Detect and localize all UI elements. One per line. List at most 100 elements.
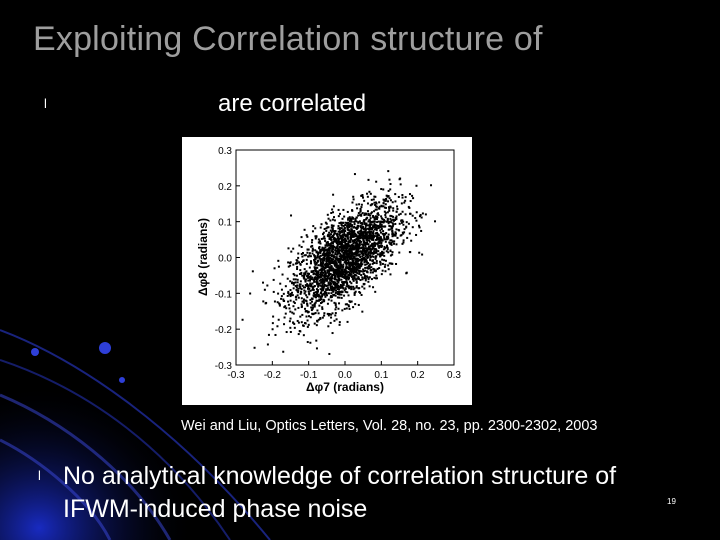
- scatter-point: [342, 221, 345, 224]
- scatter-point: [329, 237, 332, 240]
- scatter-point: [304, 271, 307, 274]
- scatter-point: [381, 253, 384, 256]
- scatter-point: [371, 271, 374, 274]
- scatter-point: [378, 244, 381, 247]
- scatter-point: [387, 264, 390, 267]
- scatter-point: [365, 233, 368, 236]
- scatter-point: [347, 304, 350, 307]
- scatter-point: [316, 292, 319, 295]
- scatter-point: [249, 292, 252, 295]
- scatter-point: [351, 209, 354, 212]
- scatter-point: [306, 275, 309, 278]
- scatter-point: [362, 220, 365, 223]
- scatter-point: [370, 221, 373, 224]
- scatter-point: [330, 226, 333, 229]
- scatter-point: [306, 251, 309, 254]
- scatter-point: [342, 233, 345, 236]
- scatter-point: [331, 332, 334, 335]
- scatter-point: [327, 325, 330, 328]
- scatter-point: [384, 233, 387, 236]
- bullet-1-text: are correlated: [218, 90, 367, 117]
- scatter-point: [326, 244, 329, 247]
- scatter-point: [360, 261, 363, 264]
- scatter-point: [307, 279, 310, 282]
- scatter-point: [310, 300, 313, 303]
- scatter-point: [315, 291, 318, 294]
- scatter-point: [319, 258, 322, 261]
- scatter-point: [332, 193, 335, 196]
- scatter-point: [289, 295, 292, 298]
- scatter-point: [411, 226, 414, 229]
- scatter-point: [357, 221, 360, 224]
- scatter-point: [405, 221, 408, 224]
- y-tick-label: -0.3: [215, 361, 233, 372]
- scatter-point: [379, 222, 382, 225]
- scatter-point: [346, 281, 349, 284]
- scatter-point: [362, 231, 365, 234]
- scatter-point: [351, 252, 354, 255]
- scatter-point: [382, 188, 385, 191]
- scatter-point: [328, 272, 331, 275]
- scatter-point: [361, 253, 364, 256]
- scatter-point: [329, 321, 332, 324]
- scatter-point: [383, 236, 386, 239]
- scatter-point: [346, 262, 349, 265]
- scatter-point: [380, 223, 383, 226]
- scatter-point: [395, 228, 398, 231]
- scatter-point: [290, 214, 293, 217]
- scatter-point: [353, 233, 356, 236]
- scatter-point: [374, 208, 377, 211]
- scatter-point: [300, 303, 303, 306]
- scatter-point: [358, 242, 361, 245]
- scatter-point: [376, 236, 379, 239]
- scatter-point: [362, 273, 365, 276]
- scatter-point: [344, 303, 347, 306]
- scatter-point: [321, 288, 324, 291]
- scatter-point: [335, 268, 338, 271]
- scatter-point: [302, 259, 305, 262]
- scatter-point: [363, 214, 366, 217]
- scatter-point: [352, 259, 355, 262]
- scatter-point: [373, 216, 376, 219]
- scatter-point: [363, 227, 366, 230]
- scatter-point: [304, 284, 307, 287]
- scatter-point: [386, 211, 389, 214]
- scatter-point: [354, 244, 357, 247]
- scatter-point: [282, 292, 285, 295]
- scatter-point: [314, 294, 317, 297]
- scatter-point: [351, 229, 354, 232]
- scatter-point: [387, 221, 390, 224]
- scatter-point: [377, 238, 380, 241]
- scatter-point: [375, 205, 378, 208]
- scatter-point: [337, 284, 340, 287]
- scatter-point: [325, 252, 328, 255]
- scatter-point: [298, 283, 301, 286]
- scatter-point: [355, 249, 358, 252]
- scatter-point: [308, 272, 311, 275]
- scatter-point: [313, 295, 316, 298]
- scatter-point: [324, 272, 327, 275]
- scatter-point: [336, 234, 339, 237]
- scatter-point: [320, 295, 323, 298]
- scatter-point: [367, 253, 370, 256]
- scatter-point: [351, 257, 354, 260]
- scatter-point: [372, 236, 375, 239]
- scatter-point: [392, 215, 395, 218]
- scatter-point: [366, 239, 369, 242]
- scatter-point: [326, 248, 329, 251]
- scatter-point: [350, 255, 353, 258]
- scatter-point: [324, 254, 327, 257]
- scatter-point: [355, 246, 358, 249]
- scatter-point: [330, 250, 333, 253]
- scatter-point: [324, 295, 327, 298]
- scatter-point: [339, 283, 342, 286]
- scatter-point: [360, 293, 363, 296]
- scatter-point: [364, 255, 367, 258]
- scatter-point: [348, 239, 351, 242]
- scatter-point: [331, 218, 334, 221]
- scatter-point: [371, 225, 374, 228]
- scatter-point: [323, 312, 326, 315]
- scatter-point: [313, 258, 316, 261]
- scatter-point: [347, 242, 350, 245]
- scatter-point: [395, 232, 398, 235]
